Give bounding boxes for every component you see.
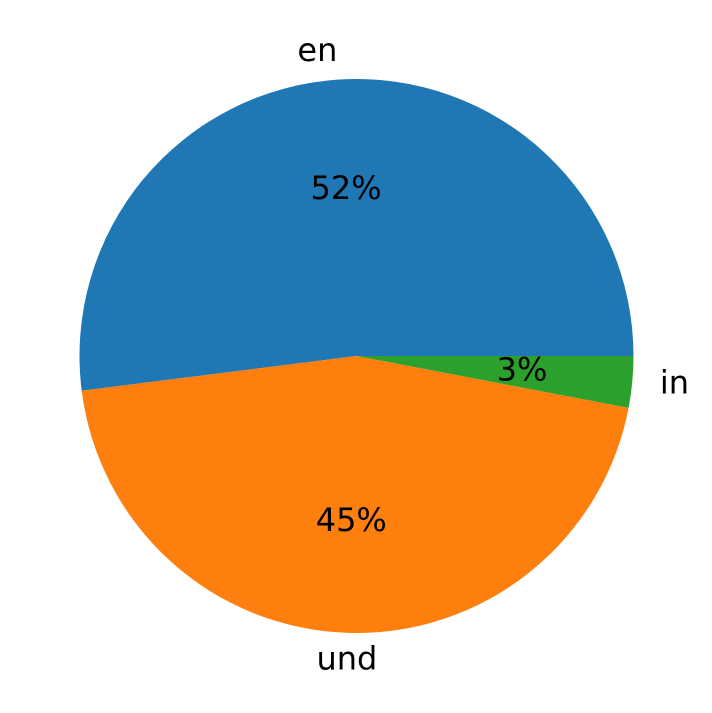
slice-label-und: und	[316, 640, 377, 678]
slice-label-en: en	[297, 31, 337, 69]
pie-slice-und	[81, 356, 629, 633]
slice-percent-en: 52%	[311, 169, 382, 207]
pie-slice-in	[356, 356, 634, 408]
slice-label-in: in	[660, 364, 689, 402]
pie-slice-en	[79, 78, 634, 391]
slice-percent-und: 45%	[316, 501, 387, 539]
slice-percent-in: 3%	[497, 351, 548, 389]
